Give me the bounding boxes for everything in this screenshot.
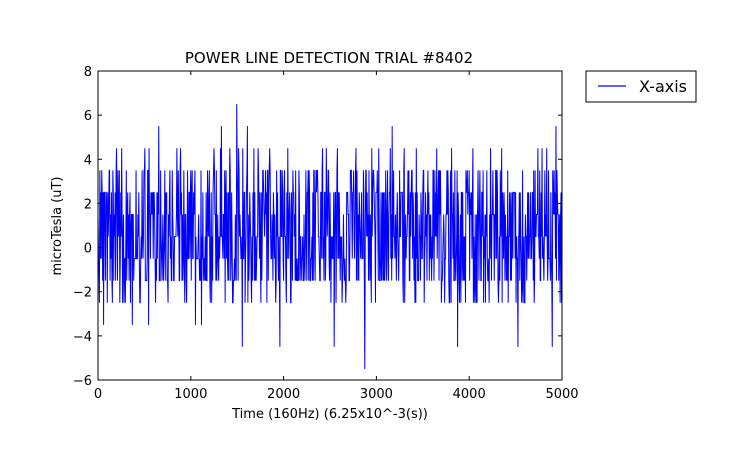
x-tick-label: 1000 (174, 387, 207, 402)
y-tick-label: 6 (84, 109, 92, 124)
x-tick-label: 0 (94, 387, 102, 402)
plot-frame (97, 70, 563, 381)
x-axis-label: Time (160Hz) (6.25x10^-3(s)) (231, 407, 428, 422)
x-tick-label: 4000 (453, 387, 486, 402)
y-axis-ticks: −6 −4 −2 0 2 4 6 8 (73, 65, 562, 389)
y-tick-label: −2 (73, 286, 92, 301)
y-tick-label: 2 (84, 197, 92, 212)
y-tick-label: 8 (84, 65, 92, 80)
y-tick-label: −4 (73, 330, 92, 345)
y-tick-label: 4 (84, 153, 92, 168)
y-axis-label: microTesla (uT) (50, 177, 65, 276)
legend-label-x-axis: X-axis (639, 77, 687, 96)
series-line-x-axis (97, 104, 563, 369)
x-tick-label: 5000 (545, 387, 578, 402)
chart-title: POWER LINE DETECTION TRIAL #8402 (185, 49, 473, 67)
y-tick-label: 0 (84, 242, 92, 257)
x-axis-ticks: 0 1000 2000 3000 4000 5000 (94, 71, 579, 402)
x-tick-label: 3000 (360, 387, 393, 402)
series-x-axis (97, 104, 563, 369)
x-tick-label: 2000 (267, 387, 300, 402)
legend: X-axis (585, 70, 697, 103)
y-tick-label: −6 (73, 374, 92, 389)
